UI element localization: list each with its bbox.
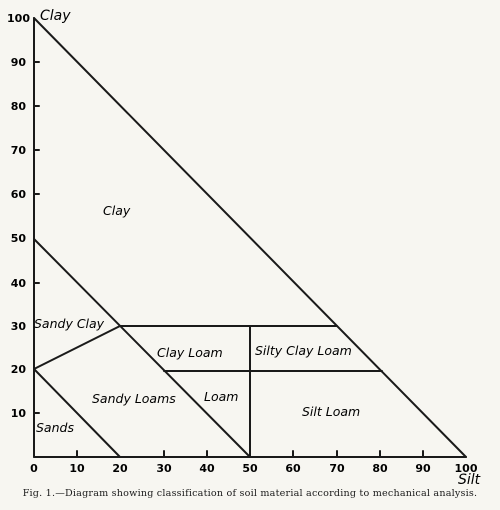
region-label-clay-loam: Clay Loam xyxy=(157,345,223,360)
silt-axis-title: Silt xyxy=(458,472,481,488)
x-tick-label: 20 xyxy=(112,462,128,475)
clay-axis-title: Clay xyxy=(40,8,71,24)
x-tick-label: 80 xyxy=(372,462,388,475)
x-tick-label: 30 xyxy=(156,462,172,475)
region-label-silty-clay-loam: Silty Clay Loam xyxy=(255,343,352,358)
x-tick-label: 0 xyxy=(30,462,38,475)
x-tick-label: 10 xyxy=(69,462,85,475)
x-tick-label: 90 xyxy=(415,462,431,475)
y-tick-label: 20 xyxy=(11,363,27,376)
region-label-sandy-clay: Sandy Clay xyxy=(34,316,105,331)
x-tick-label: 70 xyxy=(329,462,345,475)
region-label-clay: Clay xyxy=(103,203,131,218)
region-label-sandy-loams: Sandy Loams xyxy=(92,391,176,406)
y-tick-label: 100 xyxy=(7,12,30,25)
region-label-silt-loam: Silt Loam xyxy=(302,404,360,419)
y-tick-label: 10 xyxy=(11,407,27,420)
clay-50-boundary xyxy=(33,238,251,458)
sands-boundary xyxy=(33,368,121,458)
x-tick-label: 50 xyxy=(242,462,258,475)
figure-caption: Fig. 1.—Diagram showing classification o… xyxy=(22,488,478,499)
region-label-sands: Sands xyxy=(36,420,74,435)
sandy-clay-lower-boundary xyxy=(33,325,121,370)
y-tick-label: 80 xyxy=(11,100,27,113)
x-tick-label: 60 xyxy=(285,462,301,475)
x-tick-label: 40 xyxy=(199,462,215,475)
x-tick-label: 100 xyxy=(455,462,478,475)
y-tick-label: 30 xyxy=(11,320,27,333)
y-tick-label: 70 xyxy=(11,144,27,157)
y-tick-label: 90 xyxy=(11,56,27,69)
region-label-loam: Loam xyxy=(204,389,238,404)
y-tick-label: 60 xyxy=(11,188,27,201)
y-tick-label: 40 xyxy=(11,277,27,290)
hypotenuse-line xyxy=(33,17,467,458)
y-tick-label: 50 xyxy=(11,232,27,245)
soil-triangle-diagram: Clay Silt 100 90 80 70 60 50 40 30 20 10… xyxy=(7,8,481,488)
